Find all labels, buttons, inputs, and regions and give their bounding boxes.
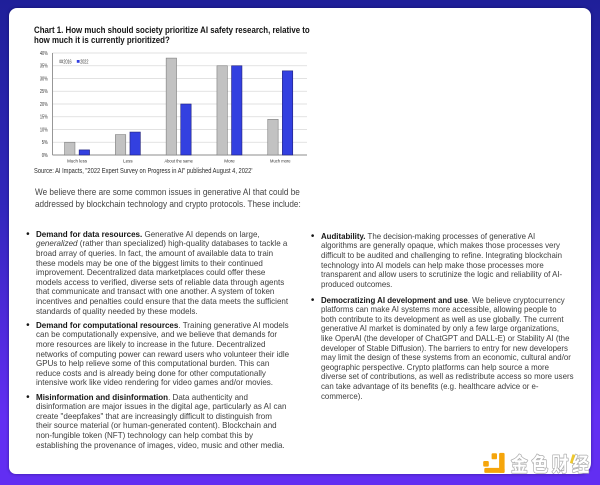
svg-text:25%: 25% [40,89,48,95]
svg-text:15%: 15% [40,115,48,121]
svg-text:20%: 20% [40,102,48,108]
svg-text:30%: 30% [40,76,48,82]
svg-text:About the same: About the same [164,159,193,165]
svg-text:Much less: Much less [67,159,88,165]
svg-text:Much more: Much more [270,159,291,165]
svg-text:2016: 2016 [63,59,71,65]
svg-text:0%: 0% [42,153,48,159]
svg-text:40%: 40% [40,51,48,57]
svg-text:More: More [224,159,235,165]
svg-text:35%: 35% [40,64,48,70]
svg-text:10%: 10% [40,127,48,133]
svg-text:2022: 2022 [80,59,88,65]
svg-text:5%: 5% [42,140,48,146]
svg-text:Less: Less [123,159,133,165]
